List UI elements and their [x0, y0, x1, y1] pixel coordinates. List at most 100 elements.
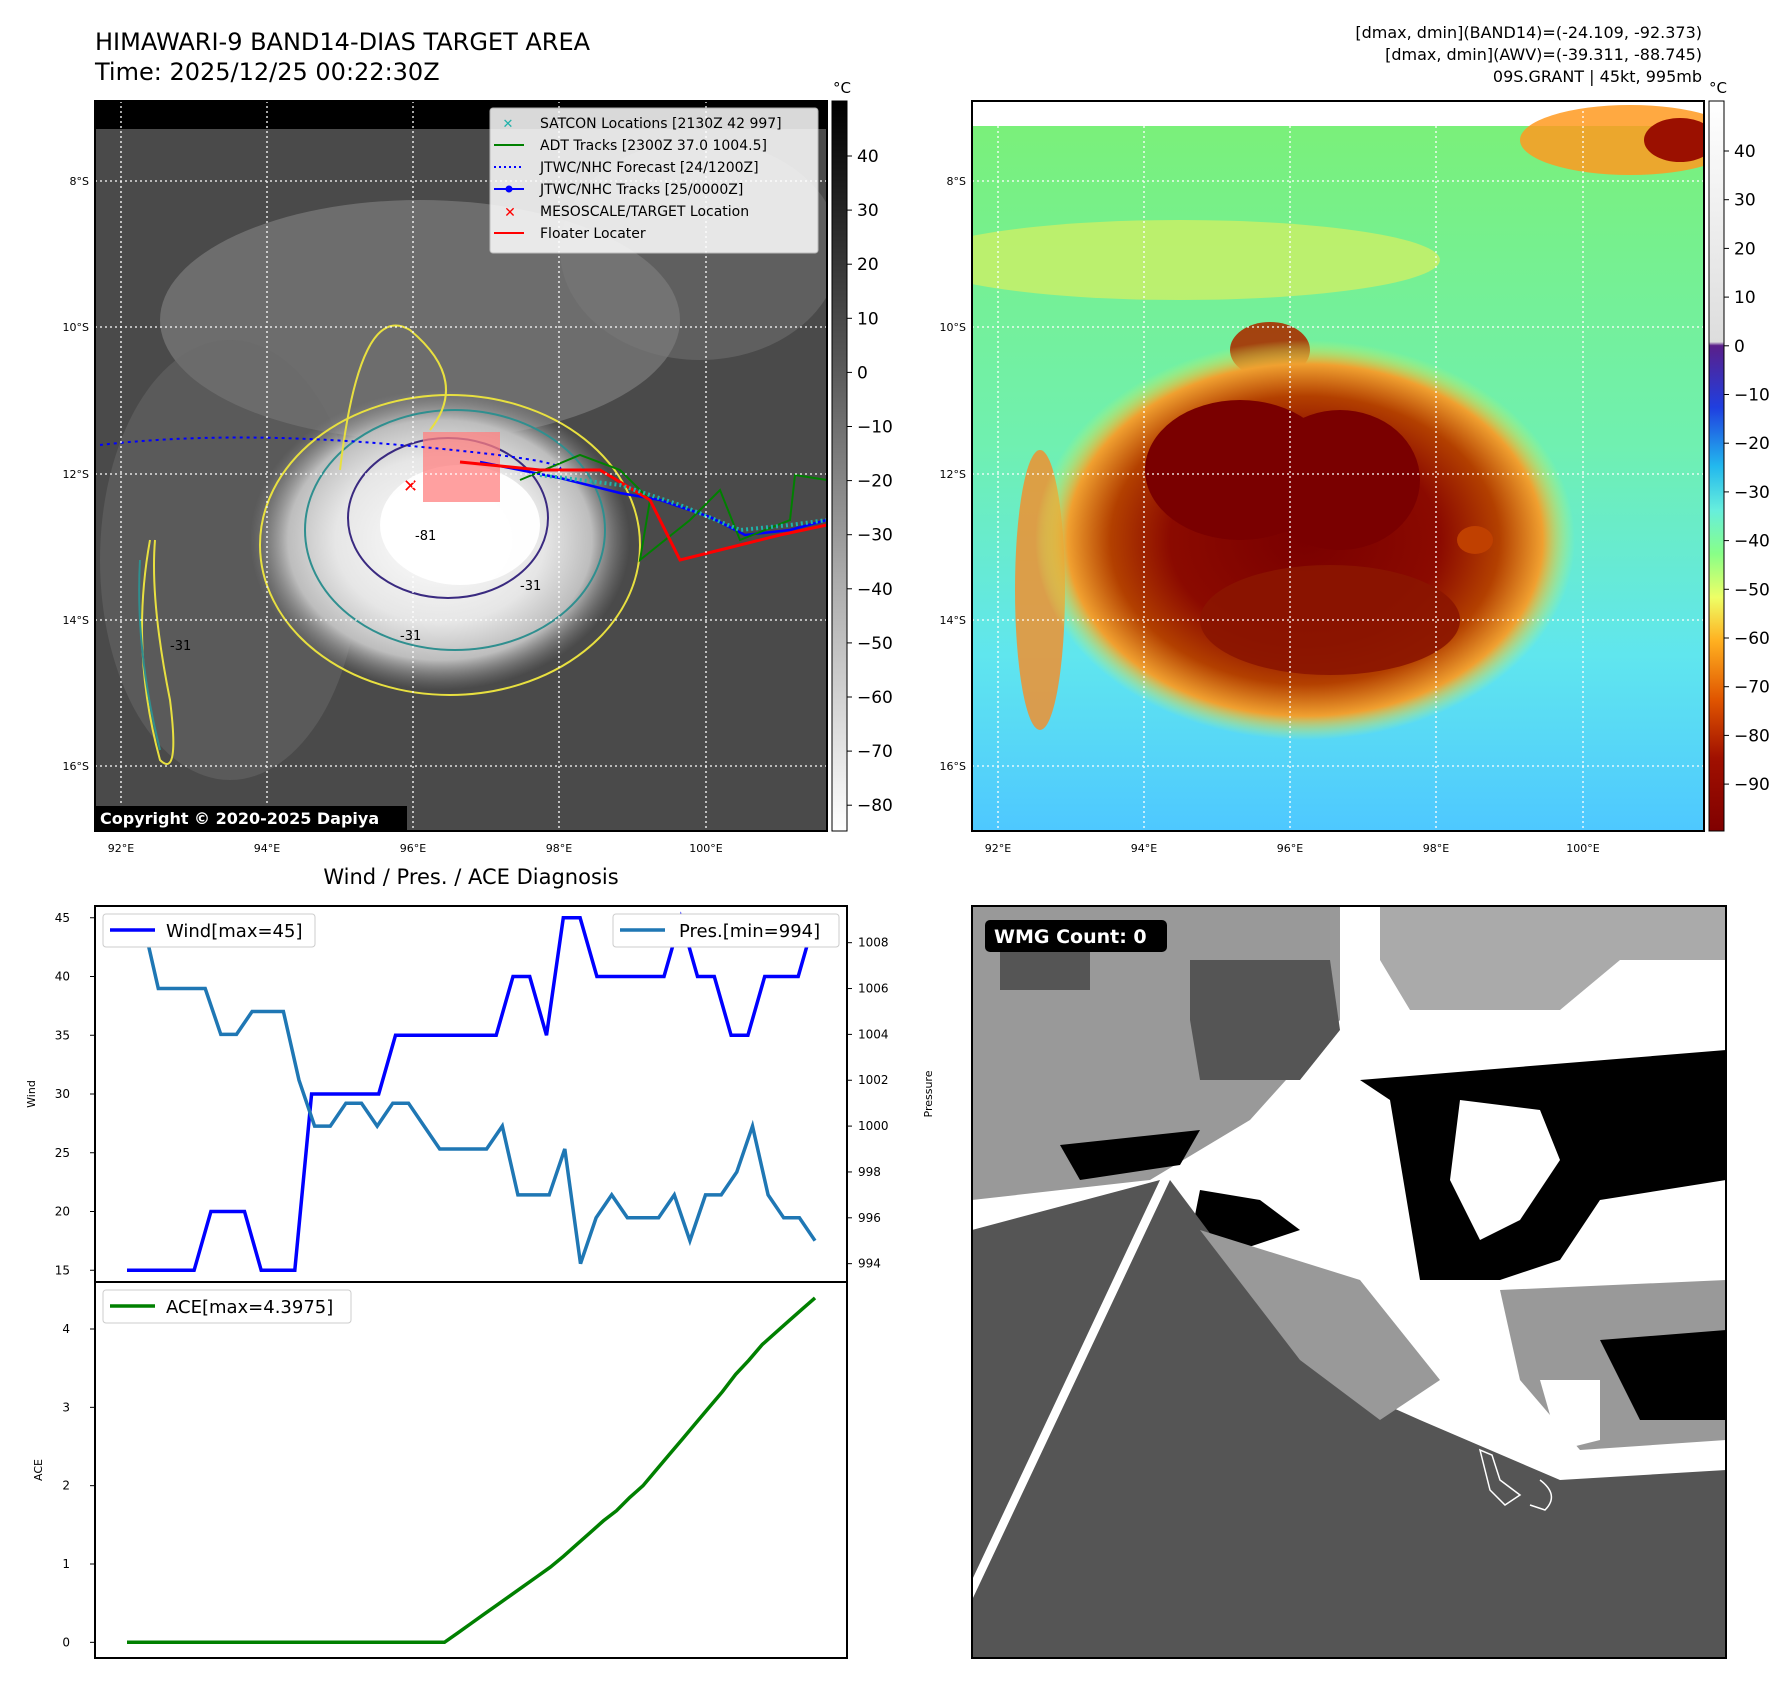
wind-axis-label: Wind — [25, 1080, 38, 1108]
legend-tracks-dot — [505, 185, 513, 193]
pressure-legend-label: Pres.[min=994] — [679, 921, 820, 942]
wind-series-line — [127, 911, 817, 1273]
colorbar-tick-label: 20 — [1734, 239, 1756, 259]
floater-track — [459, 460, 827, 562]
color-colorbar-unit: °C — [1709, 79, 1727, 97]
legend-target: MESOSCALE/TARGET Location — [540, 204, 749, 220]
contour-label-4: -31 — [400, 629, 421, 644]
lon-label: 98°E — [546, 842, 572, 855]
copyright-text: Copyright © 2020-2025 Dapiya — [100, 809, 379, 828]
colorbar-tick-label: −90 — [1734, 775, 1770, 795]
target-marker: ✕ — [403, 476, 418, 497]
ace-legend-label: ACE[max=4.3975] — [166, 1297, 333, 1318]
y-tick-label: 25 — [55, 1146, 70, 1160]
lat-label: 12°S — [940, 468, 966, 481]
pressure-legend: Pres.[min=994] — [612, 913, 840, 948]
y2-tick-label: 1008 — [858, 936, 889, 950]
lat-label: 8°S — [947, 175, 966, 188]
legend-forecast: JTWC/NHC Forecast [24/1200Z] — [539, 160, 759, 176]
y2-tick-label: 1000 — [858, 1119, 889, 1133]
y-tick-label: 1 — [62, 1557, 70, 1571]
y-tick-label: 4 — [62, 1322, 70, 1336]
legend-floater: Floater Locater — [540, 226, 646, 242]
wmg-count-box — [985, 920, 1167, 952]
ace-chart: ACE 0 1 2 3 4 ACE[max=4.3975] — [32, 1281, 848, 1659]
ace-legend: ACE[max=4.3975] — [102, 1289, 352, 1324]
y-tick-label: 45 — [55, 911, 70, 925]
lat-label: 10°S — [63, 321, 89, 334]
pressure-series-line — [127, 918, 817, 1265]
lon-label: 100°E — [689, 842, 722, 855]
y2-tick-label: 1006 — [858, 982, 889, 996]
wmg-panel: WMG Count: 0 — [971, 905, 1727, 1659]
pressure-axis-label: Pressure — [922, 1070, 935, 1117]
legend-target-marker: ✕ — [504, 205, 516, 221]
color-panel: 8°S 10°S 12°S 14°S 16°S 92°E 94°E 96°E 98°E 100°… — [940, 79, 1770, 855]
colorbar-tick-label: −80 — [1734, 726, 1770, 746]
colorbar-tick-label: 0 — [1734, 337, 1745, 357]
colorbar-tick-label: −60 — [1734, 629, 1770, 649]
y2-tick-label: 1002 — [858, 1073, 889, 1087]
legend-adt: ADT Tracks [2300Z 37.0 1004.5] — [540, 138, 767, 154]
colorbar-tick-label: −20 — [857, 472, 893, 492]
jtwc-forecast-track — [99, 436, 562, 471]
diagnosis-title: Wind / Pres. / ACE Diagnosis — [323, 865, 618, 889]
y-tick-label: 40 — [55, 970, 70, 984]
lon-label: 94°E — [1131, 842, 1157, 855]
lon-label: 100°E — [1566, 842, 1599, 855]
info-line-3: 09S.GRANT | 45kt, 995mb — [1493, 67, 1702, 86]
lat-label: 16°S — [63, 760, 89, 773]
satcon-track — [539, 473, 827, 533]
lat-label: 14°S — [940, 614, 966, 627]
wmg-count-label: WMG Count: 0 — [994, 926, 1147, 948]
contour-label-2: -31 — [520, 579, 541, 594]
ace-series-line — [127, 1296, 817, 1645]
y2-tick-label: 1004 — [858, 1027, 889, 1041]
color-colorbar — [1708, 100, 1725, 832]
y-tick-label: 3 — [62, 1400, 70, 1414]
lon-label: 96°E — [400, 842, 426, 855]
y-tick-label: 2 — [62, 1479, 70, 1493]
ace-axis-label: ACE — [32, 1459, 45, 1481]
floater-locater-box — [423, 432, 500, 502]
colorbar-tick-label: 40 — [1734, 142, 1756, 162]
copyright-box — [95, 806, 407, 830]
colorbar-tick-label: −40 — [1734, 532, 1770, 552]
y-tick-label: 15 — [55, 1263, 70, 1277]
title-line-2: Time: 2025/12/25 00:22:30Z — [94, 58, 440, 86]
colorbar-tick-label: −80 — [857, 796, 893, 816]
colorbar-tick-label: 30 — [1734, 191, 1756, 211]
colorbar-tick-label: −50 — [857, 634, 893, 654]
y2-tick-label: 998 — [858, 1165, 881, 1179]
colorbar-tick-label: −70 — [857, 742, 893, 762]
ir-panel: ✕ -81 -31 -31 -31 ✕ SATCON Locations [21… — [63, 79, 893, 855]
ir-legend: ✕ SATCON Locations [2130Z 42 997] ADT Tr… — [489, 107, 819, 254]
colorbar-tick-label: 20 — [857, 255, 879, 275]
y-tick-label: 0 — [62, 1635, 70, 1649]
y-tick-label: 35 — [55, 1028, 70, 1042]
lat-label: 14°S — [63, 614, 89, 627]
y-tick-label: 20 — [55, 1205, 70, 1219]
colorbar-tick-label: −60 — [857, 688, 893, 708]
ir-colorbar — [831, 100, 848, 832]
lon-label: 92°E — [985, 842, 1011, 855]
adt-track — [519, 453, 827, 563]
wind-legend: Wind[max=45] — [102, 913, 316, 948]
y-tick-label: 30 — [55, 1087, 70, 1101]
lat-label: 8°S — [70, 175, 89, 188]
info-line-1: [dmax, dmin](BAND14)=(-24.109, -92.373) — [1355, 23, 1702, 42]
colorbar-tick-label: 30 — [857, 201, 879, 221]
wind-pres-chart: Wind Pressure 15 20 25 30 35 40 45 994 996 998 10… — [25, 905, 935, 1283]
legend-tracks: JTWC/NHC Tracks [25/0000Z] — [539, 182, 743, 198]
ir-colorbar-unit: °C — [833, 79, 851, 97]
lat-label: 10°S — [940, 321, 966, 334]
colorbar-tick-label: −50 — [1734, 580, 1770, 600]
colorbar-tick-label: 10 — [857, 309, 879, 329]
lon-label: 98°E — [1423, 842, 1449, 855]
lat-label: 16°S — [940, 760, 966, 773]
lon-label: 96°E — [1277, 842, 1303, 855]
legend-satcon-marker: ✕ — [503, 117, 514, 132]
colorbar-tick-label: −10 — [1734, 386, 1770, 406]
info-line-2: [dmax, dmin](AWV)=(-39.311, -88.745) — [1385, 45, 1702, 64]
